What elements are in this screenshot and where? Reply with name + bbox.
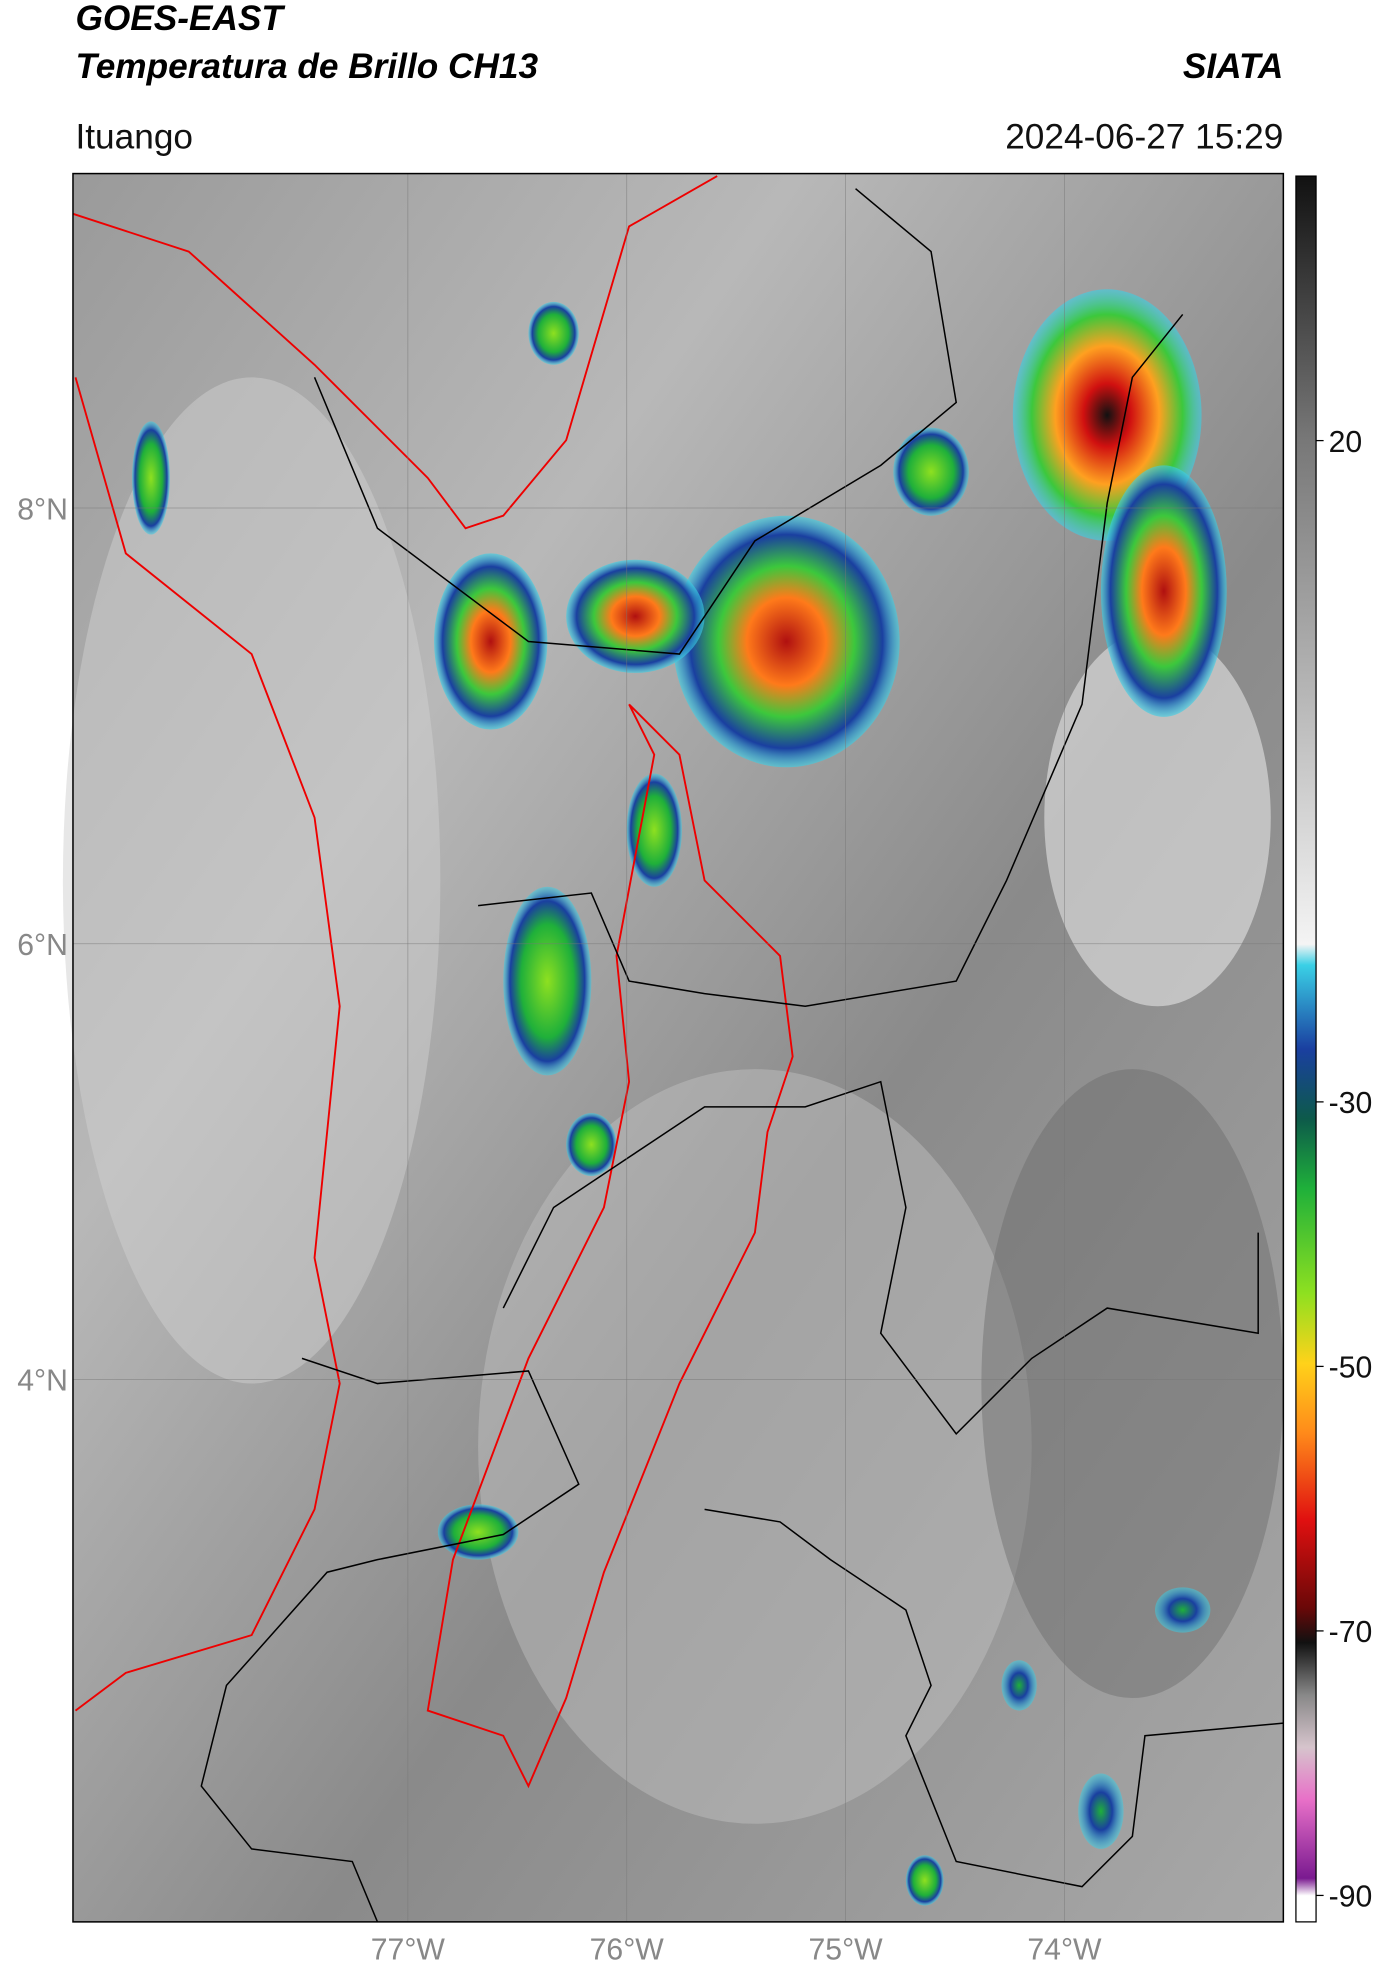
storm — [905, 1855, 944, 1906]
lat-tick-label: 4°N — [17, 1365, 68, 1398]
storm — [566, 1113, 617, 1177]
border-black — [704, 1508, 1284, 1888]
lon-tick-label: 75°W — [809, 1934, 884, 1967]
colorbar-tick-label: -90 — [1329, 1881, 1373, 1914]
lon-tick-label: 74°W — [1027, 1934, 1102, 1967]
storm — [1001, 1660, 1037, 1711]
border-black — [478, 313, 1184, 1007]
storm — [1078, 1773, 1124, 1849]
storm — [132, 421, 170, 535]
storm — [503, 886, 592, 1076]
storm — [673, 515, 900, 768]
cloud — [478, 1069, 1032, 1824]
storm — [528, 301, 579, 365]
border-black — [502, 1080, 1259, 1436]
colorbar-tick-label: -70 — [1329, 1616, 1373, 1649]
datetime: 2024-06-27 15:29 — [1005, 117, 1283, 156]
border-black — [200, 1357, 580, 1923]
source: SIATA — [1183, 47, 1283, 86]
colorbar — [1295, 175, 1317, 1923]
map — [62, 172, 1285, 1923]
cloud — [981, 1069, 1284, 1698]
storm — [626, 773, 682, 887]
storm — [434, 553, 548, 730]
lat-tick-label: 6°N — [17, 929, 68, 962]
colorbar-tick-label: -30 — [1329, 1087, 1373, 1120]
colorbar-tick-label: -50 — [1329, 1352, 1373, 1385]
subtitle: Temperatura de Brillo CH13 — [75, 47, 538, 86]
storm — [566, 559, 705, 673]
border-black — [313, 188, 958, 655]
lon-tick-label: 76°W — [590, 1934, 665, 1967]
map-frame — [72, 172, 1285, 1923]
storm — [893, 427, 969, 516]
title: GOES-EAST — [75, 0, 285, 38]
cloud — [1044, 628, 1271, 1007]
colorbar-tick-label: 20 — [1329, 426, 1363, 459]
border-red — [72, 175, 718, 530]
region: Ituango — [75, 117, 193, 156]
cloud — [62, 377, 441, 1384]
border-red — [74, 377, 341, 1712]
border-red — [426, 703, 794, 1789]
storm — [1100, 465, 1227, 717]
lat-tick-label: 8°N — [17, 493, 68, 526]
lon-tick-label: 77°W — [371, 1934, 446, 1967]
storm — [1155, 1587, 1211, 1633]
